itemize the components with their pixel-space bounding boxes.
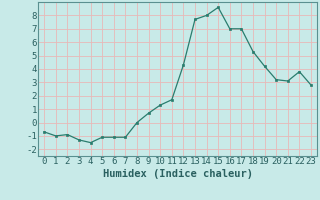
X-axis label: Humidex (Indice chaleur): Humidex (Indice chaleur) xyxy=(103,169,252,179)
